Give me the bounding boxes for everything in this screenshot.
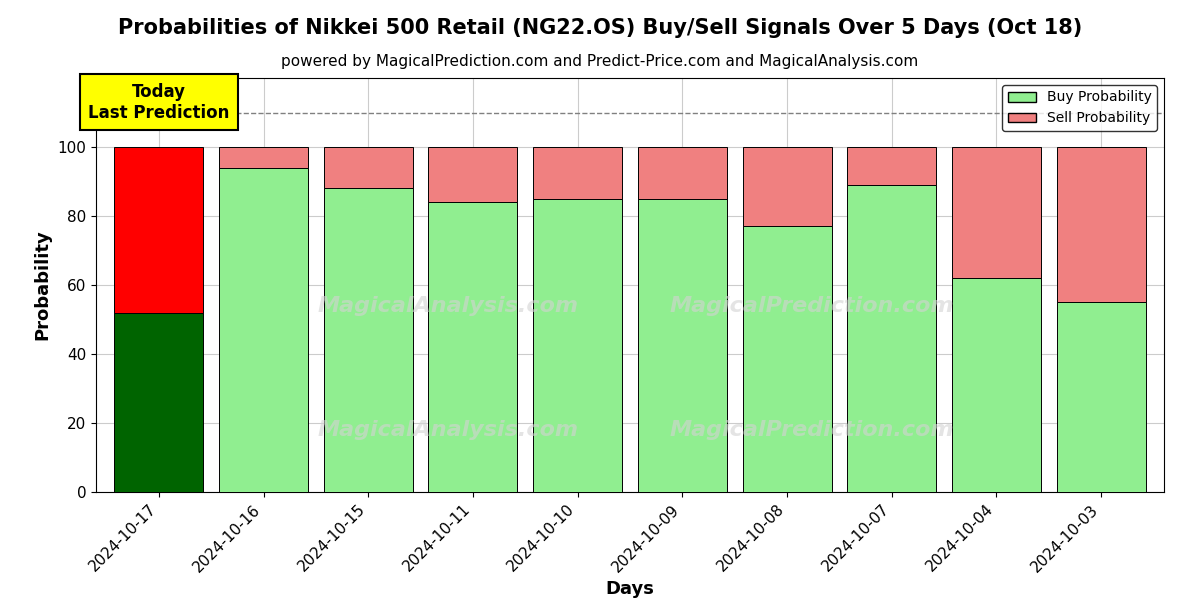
Bar [114,147,203,313]
Bar [638,199,727,492]
Y-axis label: Probability: Probability [34,230,52,340]
Bar [533,147,622,199]
Legend: Buy Probability, Sell Probability: Buy Probability, Sell Probability [1002,85,1157,131]
Text: Probabilities of Nikkei 500 Retail (NG22.OS) Buy/Sell Signals Over 5 Days (Oct 1: Probabilities of Nikkei 500 Retail (NG22… [118,18,1082,38]
Bar [220,147,308,168]
Bar [743,226,832,492]
Bar [1057,302,1146,492]
Text: MagicalPrediction.com: MagicalPrediction.com [670,296,954,316]
Bar [533,199,622,492]
Bar [638,147,727,199]
Bar [952,278,1040,492]
Bar [1057,147,1146,302]
X-axis label: Days: Days [606,580,654,598]
Bar [220,168,308,492]
Text: powered by MagicalPrediction.com and Predict-Price.com and MagicalAnalysis.com: powered by MagicalPrediction.com and Pre… [281,54,919,69]
Bar [114,313,203,492]
Bar [324,147,413,188]
Bar [428,202,517,492]
Text: MagicalAnalysis.com: MagicalAnalysis.com [318,420,578,440]
Bar [428,147,517,202]
Bar [847,147,936,185]
Text: MagicalAnalysis.com: MagicalAnalysis.com [318,296,578,316]
Bar [952,147,1040,278]
Bar [847,185,936,492]
Text: MagicalPrediction.com: MagicalPrediction.com [670,420,954,440]
Text: Today
Last Prediction: Today Last Prediction [88,83,229,122]
Bar [743,147,832,226]
Bar [324,188,413,492]
